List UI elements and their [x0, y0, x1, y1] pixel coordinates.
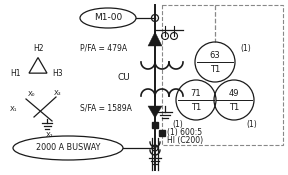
Text: H2: H2 [33, 44, 43, 52]
FancyBboxPatch shape [159, 130, 165, 136]
FancyBboxPatch shape [162, 5, 283, 145]
Text: X₃: X₃ [54, 90, 62, 96]
Text: CU: CU [117, 74, 130, 82]
Text: T1: T1 [229, 103, 239, 111]
Text: H1: H1 [10, 69, 21, 78]
Text: 63: 63 [210, 51, 220, 60]
Text: M1-00: M1-00 [94, 13, 122, 23]
Text: T1: T1 [210, 65, 220, 74]
Text: X₁: X₁ [10, 106, 17, 112]
Text: X₂: X₂ [46, 132, 54, 138]
Text: (1) 600:5: (1) 600:5 [167, 128, 202, 136]
Text: P/FA = 479A: P/FA = 479A [80, 44, 127, 52]
Text: (1): (1) [247, 121, 257, 130]
Text: HI (C200): HI (C200) [167, 135, 203, 145]
Text: H3: H3 [52, 69, 62, 78]
Text: T1: T1 [191, 103, 201, 111]
Ellipse shape [80, 8, 136, 28]
Ellipse shape [13, 136, 123, 160]
Text: 49: 49 [229, 89, 239, 97]
Text: X₀: X₀ [28, 91, 36, 97]
Text: (1): (1) [173, 121, 183, 130]
Text: S/FA = 1589A: S/FA = 1589A [80, 103, 132, 113]
Polygon shape [148, 106, 162, 118]
Text: 2000 A BUSWAY: 2000 A BUSWAY [36, 144, 100, 152]
Polygon shape [148, 32, 162, 46]
Text: 71: 71 [191, 89, 201, 97]
Text: (1): (1) [241, 44, 251, 52]
FancyBboxPatch shape [152, 122, 158, 128]
